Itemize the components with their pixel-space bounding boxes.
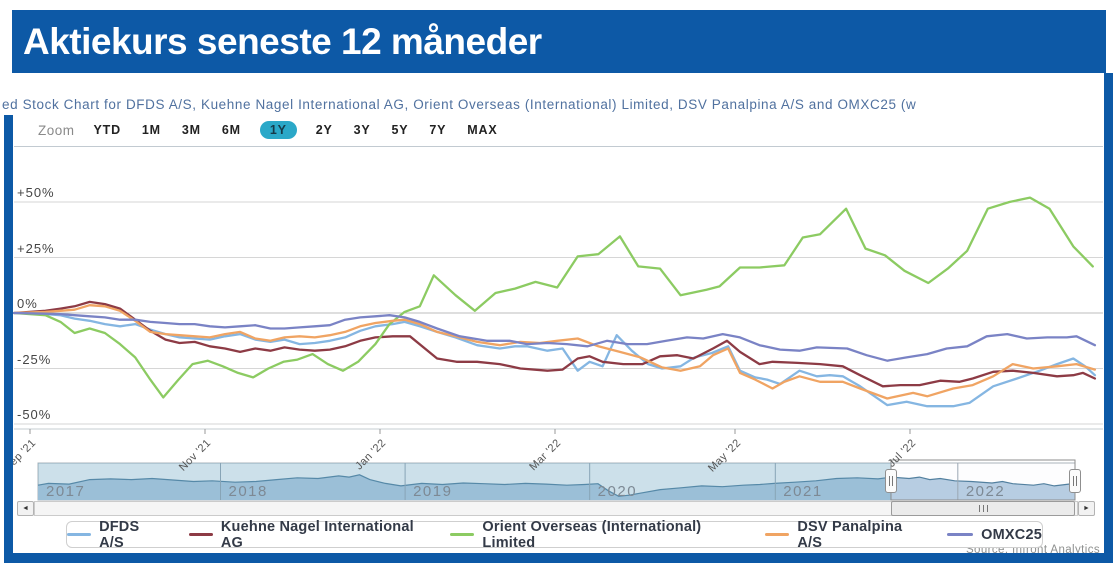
zoom-range-1y[interactable]: 1Y <box>259 121 297 139</box>
navigator-area-line <box>37 474 1076 497</box>
series-line-omxc25[interactable] <box>12 311 1097 362</box>
page-title: Aktiekurs seneste 12 måneder <box>23 20 542 62</box>
slide-title-bar: Aktiekurs seneste 12 måneder <box>12 10 1106 73</box>
toolbar-divider <box>14 146 1103 147</box>
zoom-range-ytd[interactable]: YTD <box>93 123 121 137</box>
zoom-range-3m[interactable]: 3M <box>181 123 201 137</box>
legend-label: DFDS A/S <box>99 518 140 551</box>
navigator-left-handle[interactable] <box>885 469 897 493</box>
series-line-dfds-a-s[interactable] <box>12 311 1097 408</box>
legend-label: Kuehne Nagel International AG <box>220 518 414 551</box>
series-line-orient-overseas-international-limited[interactable] <box>12 196 1094 399</box>
frame-left-border <box>4 115 13 562</box>
legend-item-kuehne-nagel-international-ag[interactable]: Kuehne Nagel International AG <box>188 518 425 551</box>
navigator-year-label: 2022 <box>965 483 1006 500</box>
scrollbar-thumb[interactable] <box>891 501 1075 516</box>
handle-grip-icon <box>892 476 893 486</box>
scrollbar-left-button[interactable]: ◄ <box>17 501 34 516</box>
series-line-kuehne-nagel-international-ag[interactable] <box>12 300 1097 388</box>
legend-label: DSV Panalpina A/S <box>797 518 903 551</box>
zoom-range-5y[interactable]: 5Y <box>391 123 409 137</box>
navigator-year-label: 2020 <box>597 483 638 500</box>
legend-item-dsv-panalpina-a-s[interactable]: DSV Panalpina A/S <box>765 519 921 551</box>
y-axis-label: -25% <box>17 351 52 367</box>
legend-label: OMXC25 <box>981 526 1043 543</box>
frame-right-border <box>1104 73 1113 562</box>
legend-label: Orient Overseas (International) Limited <box>482 518 702 551</box>
legend-item-dfds-a-s[interactable]: DFDS A/S <box>67 519 163 551</box>
navigator-year-label: 2017 <box>46 483 86 500</box>
thumb-grip-icon <box>978 505 980 512</box>
scrollbar-right-arrow-icon: ► <box>1083 505 1090 512</box>
zoom-range-2y[interactable]: 2Y <box>315 123 333 137</box>
y-axis-label: 0% <box>17 296 38 311</box>
legend-swatch-icon <box>188 533 213 536</box>
handle-grip-icon <box>1076 476 1077 486</box>
scrollbar-right-button[interactable]: ► <box>1078 501 1095 516</box>
scrollbar-track[interactable] <box>34 501 1078 516</box>
legend-item-omxc25[interactable]: OMXC25 <box>947 527 1042 543</box>
zoom-label: Zoom <box>38 122 75 138</box>
thumb-grip-icon <box>986 505 988 512</box>
chart-subtitle: ed Stock Chart for DFDS A/S, Kuehne Nage… <box>2 97 917 112</box>
zoom-range-max[interactable]: MAX <box>467 123 498 137</box>
frame-bottom-border <box>4 553 1113 563</box>
navigator-year-label: 2019 <box>413 483 453 500</box>
legend-swatch-icon <box>67 533 92 536</box>
navigator-right-handle[interactable] <box>1069 469 1081 493</box>
y-axis-label: +25% <box>17 240 55 256</box>
chart-legend: DFDS A/S Kuehne Nagel International AG Ori… <box>66 518 1043 551</box>
zoom-range-6m[interactable]: 6M <box>221 123 241 137</box>
navigator-year-label: 2018 <box>228 483 268 500</box>
y-axis-label: -50% <box>17 407 52 422</box>
thumb-grip-icon <box>982 505 984 512</box>
legend-item-orient-overseas-international-limited[interactable]: Orient Overseas (International) Limited <box>450 519 739 551</box>
legend-swatch-icon <box>947 533 974 536</box>
series-line-dsv-panalpina-a-s[interactable] <box>12 304 1097 400</box>
legend-swatch-icon <box>450 533 475 536</box>
y-axis-label: +50% <box>17 185 55 200</box>
navigator-year-label: 2021 <box>783 483 823 500</box>
navigator-outside-mask <box>38 463 891 500</box>
scrollbar-left-arrow-icon: ◄ <box>22 505 29 512</box>
zoom-range-3y[interactable]: 3Y <box>353 123 371 137</box>
zoom-toolbar: Zoom YTD 1M 3M 6M 1Y 2Y 3Y 5Y 7Y MAX <box>38 119 499 141</box>
zoom-range-1m[interactable]: 1M <box>141 123 161 137</box>
handle-grip-icon <box>1073 476 1074 486</box>
handle-grip-icon <box>889 476 890 486</box>
zoom-range-7y[interactable]: 7Y <box>429 123 447 137</box>
legend-swatch-icon <box>765 533 790 536</box>
